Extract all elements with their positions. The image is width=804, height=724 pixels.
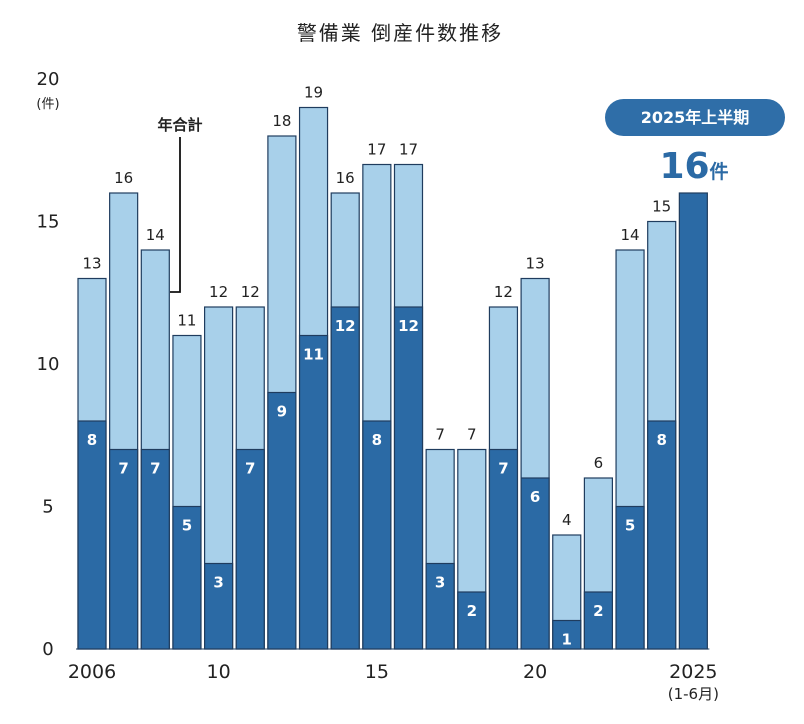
bar-part: [678, 192, 708, 650]
part-value-label: 6: [530, 488, 540, 506]
bar-part: [520, 477, 550, 650]
part-value-label: 2: [467, 602, 477, 620]
y-tick-label: 5: [42, 497, 53, 518]
bar-part: [109, 448, 139, 650]
total-value-label: 13: [526, 255, 545, 273]
bar-part: [615, 505, 645, 650]
x-tick-label: 10: [207, 661, 231, 683]
bar-part: [77, 420, 107, 650]
total-value-label: 11: [177, 312, 196, 330]
x-tick-label: 2006: [68, 661, 116, 683]
annotation-leader-line: [170, 137, 181, 293]
bar-part: [457, 591, 487, 650]
total-value-label: 14: [621, 226, 640, 244]
part-value-label: 12: [398, 317, 419, 335]
chart-title: 警備業 倒産件数推移: [297, 21, 503, 45]
bar-part: [267, 391, 297, 650]
bar-part: [393, 306, 424, 650]
y-axis: 0 5 10 15 20: [37, 69, 60, 660]
bar-part: [235, 448, 265, 650]
bars: 1381671471151231271891911161217817127372…: [76, 84, 710, 650]
y-tick-label: 0: [42, 639, 53, 660]
part-value-label: 3: [435, 574, 445, 592]
bar-part: [140, 448, 170, 650]
x-axis: 2006 10 15 20 2025 (1-6月): [68, 661, 719, 703]
part-value-label: 12: [335, 317, 356, 335]
highlight-value: 16件: [659, 146, 728, 187]
total-value-label: 14: [146, 226, 165, 244]
bar-part: [647, 420, 677, 650]
x-tick-label: 2025: [669, 661, 717, 683]
total-value-label: 19: [304, 84, 323, 102]
y-tick-label: 20: [37, 69, 60, 90]
bar-part: [298, 334, 329, 650]
bar-part: [583, 591, 614, 650]
y-tick-label: 10: [37, 354, 60, 375]
part-value-label: 7: [150, 460, 160, 478]
part-value-label: 7: [498, 460, 508, 478]
total-value-label: 12: [209, 283, 228, 301]
part-value-label: 9: [277, 403, 287, 421]
part-value-label: 3: [213, 574, 223, 592]
total-value-label: 7: [467, 426, 477, 444]
highlight-number: 16: [659, 146, 709, 187]
y-axis-unit: (件): [36, 97, 59, 112]
x-tick-label: 20: [523, 661, 547, 683]
part-value-label: 8: [372, 431, 382, 449]
part-value-label: 8: [656, 431, 666, 449]
total-value-label: 16: [336, 169, 355, 187]
bar-part: [330, 306, 360, 650]
total-value-label: 17: [399, 141, 418, 159]
y-tick-label: 15: [37, 212, 60, 233]
total-value-label: 17: [367, 141, 386, 159]
total-value-label: 16: [114, 169, 133, 187]
part-value-label: 2: [593, 602, 603, 620]
highlight-unit: 件: [710, 160, 729, 183]
bar-part: [488, 448, 519, 650]
total-value-label: 7: [435, 426, 445, 444]
total-value-label: 12: [241, 283, 260, 301]
total-value-label: 18: [272, 112, 291, 130]
total-value-label: 6: [594, 454, 604, 472]
total-value-label: 13: [82, 255, 101, 273]
part-value-label: 11: [303, 346, 324, 364]
badge-background: [605, 99, 785, 136]
part-value-label: 5: [625, 517, 635, 535]
total-value-label: 15: [652, 198, 671, 216]
part-value-label: 7: [245, 460, 255, 478]
part-value-label: 7: [118, 460, 128, 478]
annual-total-annotation: 年合計: [157, 116, 202, 134]
badge-label: 2025年上半期: [641, 108, 750, 127]
total-value-label: 12: [494, 283, 513, 301]
total-value-label: 4: [562, 511, 572, 529]
part-value-label: 8: [87, 431, 97, 449]
part-value-label: 5: [182, 517, 192, 535]
part-value-label: 1: [562, 631, 572, 649]
x-sub-label: (1-6月): [668, 685, 719, 703]
x-tick-label: 15: [365, 661, 389, 683]
bar-part: [362, 420, 392, 650]
